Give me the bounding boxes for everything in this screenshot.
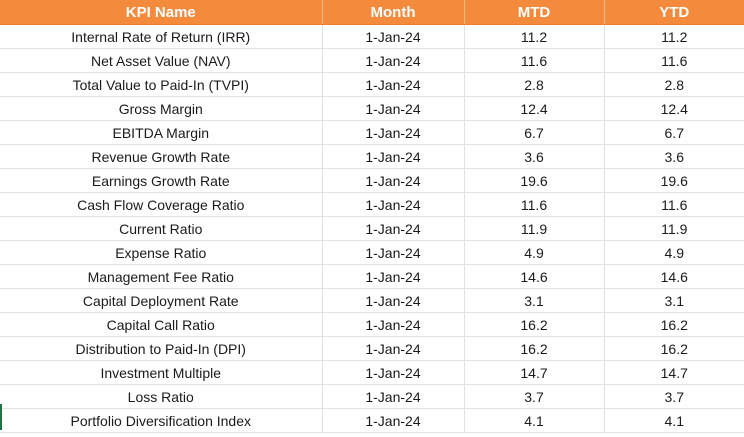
table-row: Management Fee Ratio 1-Jan-24 14.6 14.6 [0,264,744,289]
cell-mtd[interactable]: 3.6 [464,144,605,169]
table-row: Capital Call Ratio 1-Jan-24 16.2 16.2 [0,312,744,337]
cell-month[interactable]: 1-Jan-24 [322,24,465,49]
cell-month[interactable]: 1-Jan-24 [322,120,465,145]
cell-mtd[interactable]: 12.4 [464,96,605,121]
table-row: Gross Margin 1-Jan-24 12.4 12.4 [0,96,744,121]
cell-ytd[interactable]: 11.6 [604,48,744,73]
table-row: Current Ratio 1-Jan-24 11.9 11.9 [0,216,744,241]
cell-kpi-name[interactable]: Internal Rate of Return (IRR) [0,24,323,49]
cell-ytd[interactable]: 14.7 [604,360,744,385]
cell-mtd[interactable]: 6.7 [464,120,605,145]
cell-month[interactable]: 1-Jan-24 [322,144,465,169]
table-row: Cash Flow Coverage Ratio 1-Jan-24 11.6 11.6 [0,192,744,217]
header-ytd[interactable]: YTD [604,0,744,25]
cell-kpi-name[interactable]: Gross Margin [0,96,323,121]
header-mtd[interactable]: MTD [464,0,605,25]
cell-ytd[interactable]: 3.1 [604,288,744,313]
cell-ytd[interactable]: 16.2 [604,312,744,337]
table-body: Internal Rate of Return (IRR) 1-Jan-24 11.… [0,24,744,433]
cell-kpi-name[interactable]: EBITDA Margin [0,120,323,145]
cell-month[interactable]: 1-Jan-24 [322,264,465,289]
header-row: KPI Name Month MTD YTD [0,0,744,25]
cell-ytd[interactable]: 6.7 [604,120,744,145]
cell-mtd[interactable]: 4.1 [464,408,605,433]
cell-ytd[interactable]: 4.9 [604,240,744,265]
cell-mtd[interactable]: 19.6 [464,168,605,193]
table-row: Earnings Growth Rate 1-Jan-24 19.6 19.6 [0,168,744,193]
cell-ytd[interactable]: 11.6 [604,192,744,217]
cell-kpi-name[interactable]: Cash Flow Coverage Ratio [0,192,323,217]
cell-kpi-name[interactable]: Investment Multiple [0,360,323,385]
cell-month[interactable]: 1-Jan-24 [322,384,465,409]
cell-kpi-name[interactable]: Distribution to Paid-In (DPI) [0,336,323,361]
table-row: Capital Deployment Rate 1-Jan-24 3.1 3.1 [0,288,744,313]
cell-kpi-name[interactable]: Loss Ratio [0,384,323,409]
cell-month[interactable]: 1-Jan-24 [322,312,465,337]
cell-month[interactable]: 1-Jan-24 [322,96,465,121]
cell-ytd[interactable]: 12.4 [604,96,744,121]
cell-mtd[interactable]: 3.7 [464,384,605,409]
cell-mtd[interactable]: 11.2 [464,24,605,49]
table-row: Portfolio Diversification Index 1-Jan-24 4… [0,408,744,433]
cell-mtd[interactable]: 4.9 [464,240,605,265]
cell-mtd[interactable]: 11.6 [464,192,605,217]
cell-month[interactable]: 1-Jan-24 [322,240,465,265]
cell-kpi-name[interactable]: Revenue Growth Rate [0,144,323,169]
row-selection-edge [0,404,2,430]
table-row: Expense Ratio 1-Jan-24 4.9 4.9 [0,240,744,265]
cell-mtd[interactable]: 11.9 [464,216,605,241]
cell-ytd[interactable]: 11.9 [604,216,744,241]
cell-ytd[interactable]: 4.1 [604,408,744,433]
cell-month[interactable]: 1-Jan-24 [322,408,465,433]
cell-kpi-name[interactable]: Net Asset Value (NAV) [0,48,323,73]
header-month[interactable]: Month [322,0,465,25]
table-row: Loss Ratio 1-Jan-24 3.7 3.7 [0,384,744,409]
table-row: Net Asset Value (NAV) 1-Jan-24 11.6 11.6 [0,48,744,73]
cell-kpi-name[interactable]: Management Fee Ratio [0,264,323,289]
cell-ytd[interactable]: 19.6 [604,168,744,193]
cell-mtd[interactable]: 3.1 [464,288,605,313]
cell-ytd[interactable]: 16.2 [604,336,744,361]
cell-kpi-name[interactable]: Current Ratio [0,216,323,241]
cell-month[interactable]: 1-Jan-24 [322,216,465,241]
cell-ytd[interactable]: 3.7 [604,384,744,409]
cell-kpi-name[interactable]: Capital Call Ratio [0,312,323,337]
cell-month[interactable]: 1-Jan-24 [322,192,465,217]
table-row: Revenue Growth Rate 1-Jan-24 3.6 3.6 [0,144,744,169]
cell-kpi-name[interactable]: Earnings Growth Rate [0,168,323,193]
cell-mtd[interactable]: 16.2 [464,336,605,361]
cell-mtd[interactable]: 11.6 [464,48,605,73]
cell-month[interactable]: 1-Jan-24 [322,288,465,313]
cell-kpi-name[interactable]: Total Value to Paid-In (TVPI) [0,72,323,97]
cell-kpi-name[interactable]: Expense Ratio [0,240,323,265]
table-row: EBITDA Margin 1-Jan-24 6.7 6.7 [0,120,744,145]
cell-ytd[interactable]: 2.8 [604,72,744,97]
cell-month[interactable]: 1-Jan-24 [322,336,465,361]
header-kpi-name[interactable]: KPI Name [0,0,323,25]
cell-mtd[interactable]: 16.2 [464,312,605,337]
table-row: Total Value to Paid-In (TVPI) 1-Jan-24 2.8… [0,72,744,97]
cell-month[interactable]: 1-Jan-24 [322,72,465,97]
cell-month[interactable]: 1-Jan-24 [322,360,465,385]
cell-month[interactable]: 1-Jan-24 [322,168,465,193]
cell-ytd[interactable]: 11.2 [604,24,744,49]
cell-month[interactable]: 1-Jan-24 [322,48,465,73]
cell-mtd[interactable]: 14.6 [464,264,605,289]
table-row: Distribution to Paid-In (DPI) 1-Jan-24 16.… [0,336,744,361]
cell-mtd[interactable]: 2.8 [464,72,605,97]
cell-ytd[interactable]: 14.6 [604,264,744,289]
cell-kpi-name[interactable]: Capital Deployment Rate [0,288,323,313]
cell-ytd[interactable]: 3.6 [604,144,744,169]
cell-kpi-name[interactable]: Portfolio Diversification Index [0,408,323,433]
cell-mtd[interactable]: 14.7 [464,360,605,385]
table-row: Investment Multiple 1-Jan-24 14.7 14.7 [0,360,744,385]
table-row: Internal Rate of Return (IRR) 1-Jan-24 11.… [0,24,744,49]
